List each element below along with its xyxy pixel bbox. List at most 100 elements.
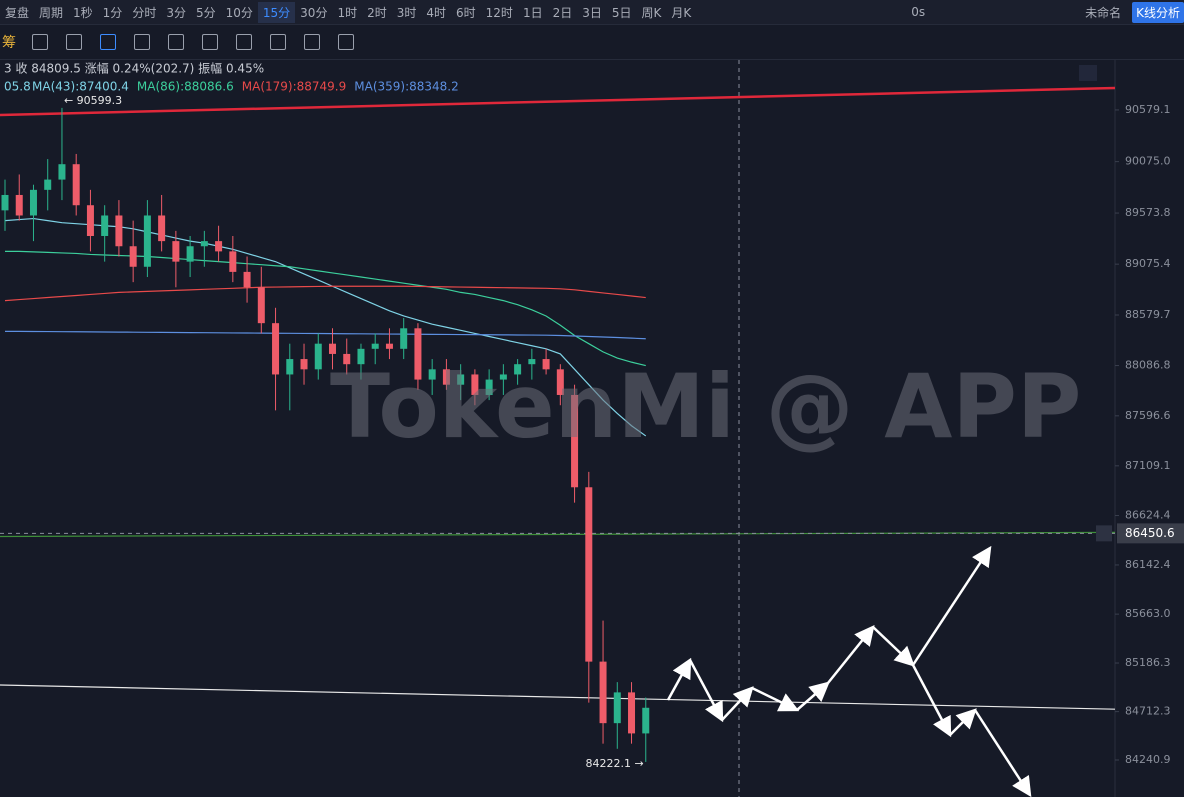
candle-body xyxy=(44,179,52,190)
period-option[interactable]: 周K xyxy=(641,5,662,20)
legend-entry: MA(179):88749.9 xyxy=(242,80,347,94)
tool-icon[interactable] xyxy=(100,34,116,50)
candle-body xyxy=(101,215,109,236)
period-option[interactable]: 12时 xyxy=(485,5,513,20)
ma-line xyxy=(5,330,646,340)
period-option[interactable]: 3日 xyxy=(582,5,602,20)
period-option[interactable]: 1日 xyxy=(522,5,543,20)
trend-line xyxy=(0,86,1116,117)
candle-body xyxy=(414,328,422,380)
period-option[interactable]: 分时 xyxy=(132,5,157,20)
candle-body xyxy=(528,359,536,365)
period-option[interactable]: 2时 xyxy=(367,5,387,20)
candle-body xyxy=(628,692,636,734)
expand-button[interactable] xyxy=(1079,65,1097,81)
period-option[interactable]: 15分 xyxy=(257,1,296,23)
period-option[interactable]: 1分 xyxy=(102,5,123,20)
candle-body xyxy=(286,359,294,375)
legend-prefix: 05.8 xyxy=(4,80,31,94)
annotation-arrows xyxy=(666,545,1032,797)
candle-body xyxy=(1,194,9,211)
candle-body xyxy=(442,369,450,385)
y-tick-label: 90075.0 xyxy=(1125,155,1171,168)
layout-name[interactable]: 未命名 xyxy=(1085,5,1122,20)
price-tag xyxy=(1117,523,1184,544)
period-option[interactable]: 3分 xyxy=(166,5,186,20)
tool-icon[interactable] xyxy=(338,34,354,50)
period-option[interactable]: 3时 xyxy=(396,5,417,20)
low-label: 84222.1 → xyxy=(586,757,644,770)
candle-body xyxy=(642,707,650,734)
candle-body xyxy=(385,343,393,349)
period-option[interactable]: 10分 xyxy=(225,5,253,20)
candle-body xyxy=(585,487,593,662)
tool-icon[interactable] xyxy=(304,34,320,50)
y-tick-label: 88579.7 xyxy=(1125,308,1171,321)
candle-body xyxy=(72,164,80,206)
period-option[interactable]: 5日 xyxy=(611,5,632,20)
y-tick-label: 89573.8 xyxy=(1125,206,1171,219)
ma-line xyxy=(5,250,646,367)
candle-body xyxy=(343,353,351,365)
period-option[interactable]: 1秒 xyxy=(73,5,93,20)
candle-body xyxy=(186,246,194,262)
crosshair-add xyxy=(1096,525,1112,542)
y-tick-label: 90579.1 xyxy=(1125,103,1171,116)
candle-body xyxy=(357,348,365,365)
tool-icon[interactable] xyxy=(134,34,150,50)
right-tools: 0s 未命名 K线分析 xyxy=(906,1,1184,23)
period-option[interactable]: 6时 xyxy=(456,5,476,20)
candle-body xyxy=(58,164,66,180)
candle-body xyxy=(229,251,237,272)
candle-body xyxy=(457,374,465,385)
analysis-button[interactable]: K线分析 xyxy=(1132,1,1184,23)
candle-body xyxy=(314,343,322,370)
candle-body xyxy=(115,215,123,247)
tool-icon[interactable] xyxy=(32,34,48,50)
watermark: TokenMi @ APP xyxy=(330,355,1081,458)
period-option[interactable]: 5分 xyxy=(195,5,216,20)
period-option[interactable]: 30分 xyxy=(300,5,328,20)
candle-body xyxy=(129,246,137,267)
countdown: 0s xyxy=(911,5,926,19)
legend-entry: MA(86):88086.6 xyxy=(137,80,234,94)
period-option[interactable]: 4时 xyxy=(426,5,447,20)
candle-body xyxy=(300,359,308,370)
candle-body xyxy=(613,692,621,724)
candle-body xyxy=(428,369,436,380)
tool-icon[interactable] xyxy=(168,34,184,50)
candle-body xyxy=(86,205,94,236)
y-tick-label: 86142.4 xyxy=(1125,558,1171,571)
candle-body xyxy=(471,374,479,395)
period-menu[interactable]: 周期 xyxy=(39,5,64,20)
candle-body xyxy=(158,215,166,242)
tool-icon[interactable] xyxy=(236,34,252,50)
candle-body xyxy=(599,661,607,724)
tool-icon[interactable] xyxy=(66,34,82,50)
y-tick-label: 84712.3 xyxy=(1125,705,1171,718)
ma-line xyxy=(4,285,646,302)
period-option[interactable]: 月K xyxy=(671,5,692,20)
candle-body xyxy=(29,189,37,216)
candle-body xyxy=(556,369,564,395)
candle-body xyxy=(257,287,265,324)
tool-icon[interactable] xyxy=(202,34,218,50)
price-label: 86450.6 xyxy=(1125,526,1175,540)
candle-body xyxy=(400,328,408,349)
candle-body xyxy=(15,194,23,216)
candle-body xyxy=(571,394,579,488)
period-bar: 复盘 周期 1秒 1分 分时 3分 5分 10分 15分 30分 1时 2时 3时 4时 6时 12时 1日… xyxy=(0,0,1184,25)
trend-line xyxy=(0,684,1116,710)
candle-body xyxy=(272,323,280,375)
candle-body xyxy=(172,241,180,262)
chip-tool[interactable]: 筹 xyxy=(2,35,16,51)
period-option[interactable]: 1时 xyxy=(337,5,358,20)
drawing-tools: 筹 xyxy=(0,25,1184,60)
candle-body xyxy=(329,343,336,354)
candle-body xyxy=(215,241,223,252)
y-tick-label: 85186.3 xyxy=(1125,656,1171,669)
tool-icon[interactable] xyxy=(270,34,286,50)
replay-button[interactable]: 复盘 xyxy=(5,5,30,20)
period-option[interactable]: 2日 xyxy=(552,5,573,20)
